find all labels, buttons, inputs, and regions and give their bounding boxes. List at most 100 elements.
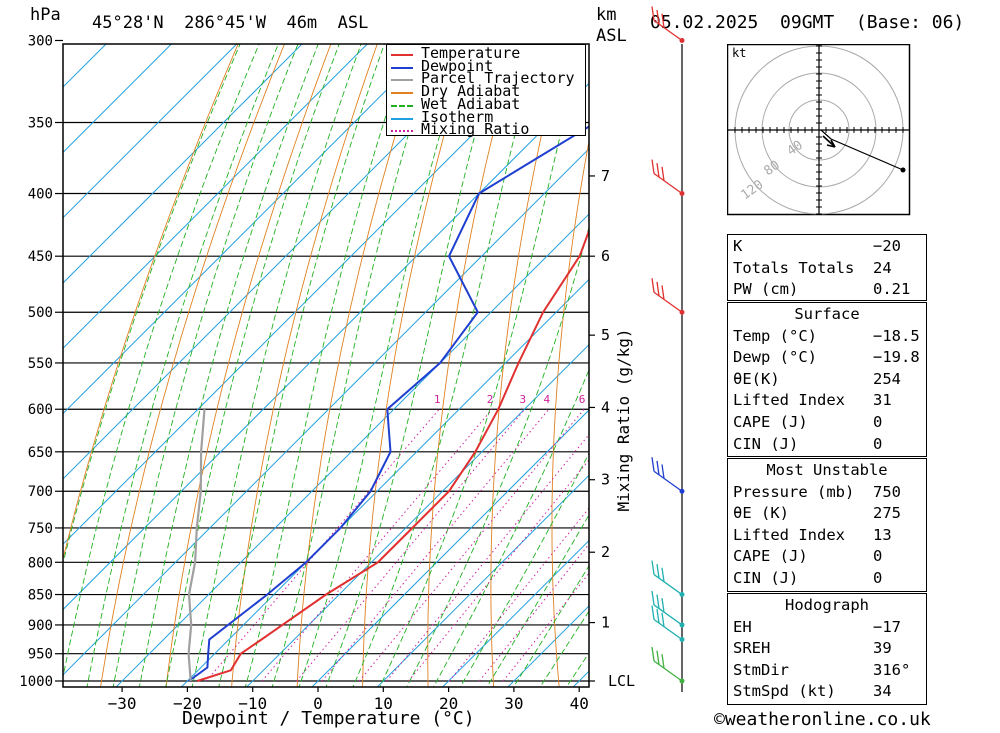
temp-tick-label: −20: [173, 694, 202, 713]
table-row: K −20: [728, 235, 926, 257]
wind-barb: [651, 457, 685, 494]
height-tick-label: 7: [601, 167, 610, 185]
hodograph-ring-label-80: 80: [761, 158, 782, 179]
row-key: PW (cm): [733, 280, 799, 299]
row-key: CAPE (J): [733, 547, 808, 566]
row-value: 0: [873, 412, 883, 431]
pressure-tick-label: 650: [28, 445, 53, 461]
table-row: StmDir 316°: [728, 659, 926, 681]
wet-adiabat: [325, 44, 501, 687]
row-key: Totals Totals: [733, 258, 855, 277]
mixing-ratio-line: [296, 408, 526, 682]
surface-table: Surface Temp (°C) −18.5 Dewp (°C) −19.8 θE(K)…: [727, 302, 927, 457]
pressure-tick-label: 400: [28, 187, 53, 203]
mixing-ratio-label: 2: [487, 393, 494, 406]
height-tick-label: 5: [601, 326, 610, 344]
height-unit-km: km: [596, 5, 617, 25]
table-section-title: Hodograph: [728, 594, 926, 616]
legend-label: Mixing Ratio: [421, 120, 530, 139]
legend-swatch: [391, 117, 413, 120]
wind-barb: [651, 278, 685, 315]
pressure-tick-label: 700: [28, 484, 53, 500]
row-key: Dewp (°C): [733, 348, 817, 367]
wind-barb: [651, 560, 685, 598]
wet-adiabat: [244, 44, 410, 687]
row-key: CIN (J): [733, 568, 799, 587]
row-value: 0.21: [873, 280, 911, 299]
wet-adiabat: [191, 44, 362, 687]
dry-adiabat: [231, 44, 378, 687]
temp-tick-label: 0: [313, 694, 323, 713]
row-value: −18.5: [873, 326, 920, 345]
pressure-tick-label: 1000: [19, 674, 53, 690]
indices-table: K −20 Totals Totals 24 PW (cm) 0.21: [727, 234, 927, 301]
legend-label: Temperature: [421, 44, 521, 62]
wet-adiabat: [86, 44, 279, 687]
wet-adiabat: [218, 44, 385, 687]
isotherm: [63, 44, 107, 88]
row-value: 0: [873, 568, 883, 587]
height-unit-asl: ASL: [596, 26, 627, 46]
wet-adiabat: [138, 44, 319, 687]
legend-label: Wet Adiabat: [421, 94, 521, 113]
row-value: −20: [873, 237, 901, 255]
wet-adiabat: [271, 44, 437, 687]
mixing-ratio-label: 25: [711, 393, 724, 406]
height-tick-label: 3: [601, 471, 610, 489]
mixing-ratio-label: 6: [579, 393, 586, 406]
legend-swatch: [391, 104, 413, 107]
legend-label: Isotherm: [421, 107, 494, 126]
pressure-tick-label: 950: [28, 647, 53, 663]
table-row: PW (cm) 0.21: [728, 278, 926, 300]
table-row: CIN (J) 0: [728, 567, 926, 589]
legend-swatch: [391, 130, 413, 133]
wind-barb: [651, 6, 685, 43]
row-key: CIN (J): [733, 434, 799, 453]
row-value: 254: [873, 369, 901, 388]
mixing-ratio-line: [449, 507, 589, 682]
pressure-tick-label: 850: [28, 588, 53, 604]
row-value: 750: [873, 482, 901, 501]
pressure-tick-label: 450: [28, 249, 53, 265]
row-key: Pressure (mb): [733, 482, 855, 501]
wet-adiabat: [298, 44, 467, 687]
datetime-label: 05.02.2025 09GMT (Base: 06): [650, 12, 965, 33]
dry-adiabat: [63, 44, 239, 561]
row-key: CAPE (J): [733, 412, 808, 431]
height-tick-label: 6: [601, 247, 610, 265]
wet-adiabat: [63, 44, 241, 566]
legend-item: Parcel Trajectory: [391, 70, 581, 86]
isotherm: [376, 474, 589, 687]
legend-item: Isotherm: [391, 107, 581, 126]
isotherm: [63, 44, 238, 219]
hodograph-trace: [820, 129, 904, 171]
row-key: Lifted Index: [733, 525, 845, 544]
legend-swatch: [391, 54, 413, 56]
table-row: Temp (°C) −18.5: [728, 325, 926, 347]
table-row: θE (K) 275: [728, 502, 926, 524]
wet-adiabat: [379, 44, 584, 687]
row-value: −19.8: [873, 348, 920, 367]
wind-barb: [651, 646, 685, 684]
hodograph-unit: kt: [732, 46, 746, 60]
row-key: EH: [733, 617, 752, 636]
section-title-text: Hodograph: [785, 596, 869, 614]
isotherm: [441, 539, 589, 687]
pressure-tick-label: 300: [28, 33, 53, 49]
wind-barb: [651, 159, 685, 197]
row-key: θE(K): [733, 369, 780, 388]
mixing-ratio-line: [386, 433, 589, 682]
row-value: 31: [873, 391, 892, 410]
height-tick-label: 1: [601, 614, 610, 632]
legend-swatch: [391, 92, 413, 95]
location-label: 45°28'N 286°45'W 46m ASL: [92, 13, 369, 33]
table-row: CIN (J) 0: [728, 433, 926, 455]
legend-label: Dewpoint: [421, 56, 494, 75]
table-row: Totals Totals 24: [728, 257, 926, 279]
temp-tick-label: 30: [504, 694, 523, 713]
table-section-title: Surface: [728, 303, 926, 325]
copyright-label: ©weatheronline.co.uk: [714, 709, 931, 730]
dry-adiabat: [427, 44, 517, 687]
row-value: −17: [873, 617, 901, 636]
row-key: StmSpd (kt): [733, 682, 836, 701]
